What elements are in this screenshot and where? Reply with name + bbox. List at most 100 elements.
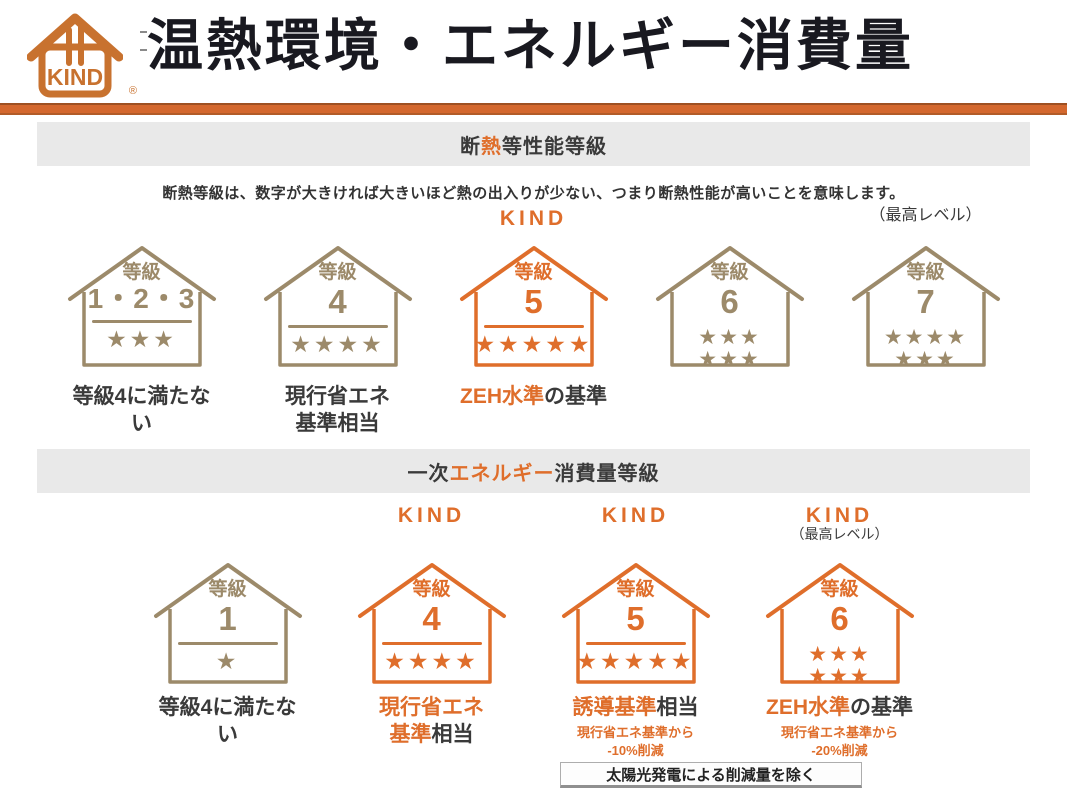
caption-line: ZEH水準の基準 xyxy=(766,694,913,721)
star-row: ★★★ xyxy=(808,665,871,689)
houses-row: 等級 1 ★ 等級4に満たない KIND 等級 4 ★★★★ 現行省エネ 基準相当 KIND 等級 5 ★… xyxy=(0,502,1067,761)
grade-label: 等級 xyxy=(122,262,161,283)
grade-label: 等級 xyxy=(412,579,451,600)
grade-value: 4 xyxy=(328,282,347,320)
kind-logo-icon: KIND ® xyxy=(27,5,137,101)
caption-segment: 基準 xyxy=(389,723,432,747)
star-rating: ★★★★★ xyxy=(576,650,694,673)
grade-label: 等級 xyxy=(710,262,749,283)
house-caption: 誘導基準相当 xyxy=(573,694,699,721)
house-caption: 現行省エネ 基準相当 xyxy=(379,694,484,749)
grade-value: 5 xyxy=(626,599,645,637)
house-figure: 等級 7 ★★★★ ★★★ xyxy=(848,237,1004,371)
star-rating: ★★★ ★★★ xyxy=(698,327,760,371)
house-content: 等級 4 ★★★★ xyxy=(370,579,494,682)
house-outline-icon xyxy=(263,246,412,367)
house-overhead: KIND xyxy=(602,502,669,554)
houses-row: 等級 1・2・3 ★★★ 等級4に満たない 等級 4 ★★★★ 現行省エネ 基準相当 KIND 等級… xyxy=(0,207,1067,439)
house-cell: KIND 等級 5 ★★★★★ 誘導基準相当現行省エネ基準から -10%削減 xyxy=(558,502,714,761)
grade-value: 1・2・3 xyxy=(87,282,196,314)
house-figure: 等級 6 ★★★ ★★★ xyxy=(652,237,808,371)
logo-text: KIND xyxy=(47,64,103,90)
house-outline-icon xyxy=(67,246,216,367)
star-rating: ★ xyxy=(216,650,240,673)
kind-brand-label: KIND xyxy=(805,504,874,527)
star-row: ★ xyxy=(215,648,240,675)
caption-segment: ZEH水準 xyxy=(766,696,850,719)
page-title: 温熱環境・エネルギー消費量 xyxy=(147,16,914,78)
subcaption-line: 現行省エネ基準から xyxy=(780,725,898,741)
house-figure: 等級 4 ★★★★ xyxy=(354,554,510,686)
section-header-bar: 断熱等性能等級 xyxy=(37,122,1030,166)
caption-segment: 現行省エネ xyxy=(285,385,390,408)
star-row: ★★★ xyxy=(698,348,761,372)
star-row: ★★★★ xyxy=(883,326,968,350)
caption-segment: 相当 xyxy=(431,723,474,747)
house-caption: ZEH水準の基準 xyxy=(766,694,913,721)
house-content: 等級 6 ★★★ ★★★ xyxy=(668,262,792,371)
registered-mark: ® xyxy=(128,85,137,97)
section-title-segment: 消費量等級 xyxy=(554,462,660,485)
house-caption: ZEH水準の基準 xyxy=(460,383,607,439)
caption-segment: 現行省エネ xyxy=(379,696,484,719)
grade-divider xyxy=(287,325,388,329)
house-subcaption: 現行省エネ基準から -20%削減 xyxy=(781,724,898,760)
house-figure: 等級 5 ★★★★★ xyxy=(456,237,612,369)
grade-label: 等級 xyxy=(820,579,859,600)
house-outline-icon xyxy=(851,246,1000,367)
section-title-segment: 断 xyxy=(460,135,481,158)
page-header: KIND ® 温熱環境・エネルギー消費量 xyxy=(0,0,1067,103)
house-caption: 等級4に満たない xyxy=(150,694,306,749)
grade-value: 6 xyxy=(830,599,849,637)
caption-segment: の基準 xyxy=(850,696,913,719)
grade-value: 1 xyxy=(218,599,237,637)
grade-value: 7 xyxy=(916,282,935,320)
solar-exclusion-note: 太陽光発電による削減量を除く xyxy=(560,762,862,788)
caption-segment: 等級4に満たない xyxy=(72,385,211,436)
caption-line: 誘導基準相当 xyxy=(573,694,699,721)
grade-value: 5 xyxy=(524,282,543,320)
house-figure: 等級 1・2・3 ★★★ xyxy=(64,237,220,369)
star-rating: ★★★★ ★★★ xyxy=(884,327,967,371)
grade-value: 4 xyxy=(422,599,441,637)
section-title-segment: 等性能等級 xyxy=(502,135,607,158)
house-content: 等級 4 ★★★★ xyxy=(276,262,400,365)
caption-segment: 基準相当 xyxy=(295,412,380,436)
caption-segment: 相当 xyxy=(656,696,699,719)
house-caption: 等級4に満たない xyxy=(64,383,220,439)
house-figure: 等級 4 ★★★★ xyxy=(260,237,416,369)
house-cell: KIND 等級 5 ★★★★★ ZEH水準の基準 xyxy=(456,207,612,439)
house-outline-icon xyxy=(765,563,914,684)
caption-line: 等級4に満たない xyxy=(64,383,220,438)
house-cell: 等級 1・2・3 ★★★ 等級4に満たない xyxy=(64,207,220,439)
house-content: 等級 5 ★★★★★ xyxy=(574,579,698,682)
house-figure: 等級 6 ★★★ ★★★ xyxy=(762,554,918,689)
house-outline-icon xyxy=(655,246,804,367)
star-row: ★★★★ xyxy=(384,648,479,675)
kind-brand-label: KIND xyxy=(499,207,568,230)
grade-divider xyxy=(585,642,686,646)
subcaption-line: -20%削減 xyxy=(811,743,868,759)
caption-line: 基準相当 xyxy=(379,721,484,748)
house-cell: KIND 等級 4 ★★★★ 現行省エネ 基準相当 xyxy=(354,502,510,761)
subcaption-line: 現行省エネ基準から xyxy=(576,725,694,741)
caption-segment: 誘導基準 xyxy=(572,696,657,719)
max-level-note: （最高レベル） xyxy=(790,526,889,543)
house-content: 等級 1・2・3 ★★★ xyxy=(80,262,204,365)
subcaption-line: -10%削減 xyxy=(607,743,664,759)
house-content: 等級 1 ★ xyxy=(166,579,290,682)
caption-segment: の基準 xyxy=(544,385,607,408)
grade-label: 等級 xyxy=(616,579,655,600)
house-overhead: KIND xyxy=(500,207,567,237)
grade-label: 等級 xyxy=(208,579,247,600)
house-cell: 等級 6 ★★★ ★★★ xyxy=(652,207,808,439)
caption-segment: ZEH水準 xyxy=(460,385,544,408)
house-outline-icon xyxy=(153,563,302,684)
house-overhead: （最高レベル） xyxy=(869,207,981,237)
house-outline-icon xyxy=(357,563,506,684)
grade-label: 等級 xyxy=(906,262,945,283)
star-rating: ★★★★ xyxy=(384,650,478,673)
grade-divider xyxy=(177,642,278,646)
house-caption: 現行省エネ 基準相当 xyxy=(285,383,390,439)
grade-divider xyxy=(91,319,192,323)
